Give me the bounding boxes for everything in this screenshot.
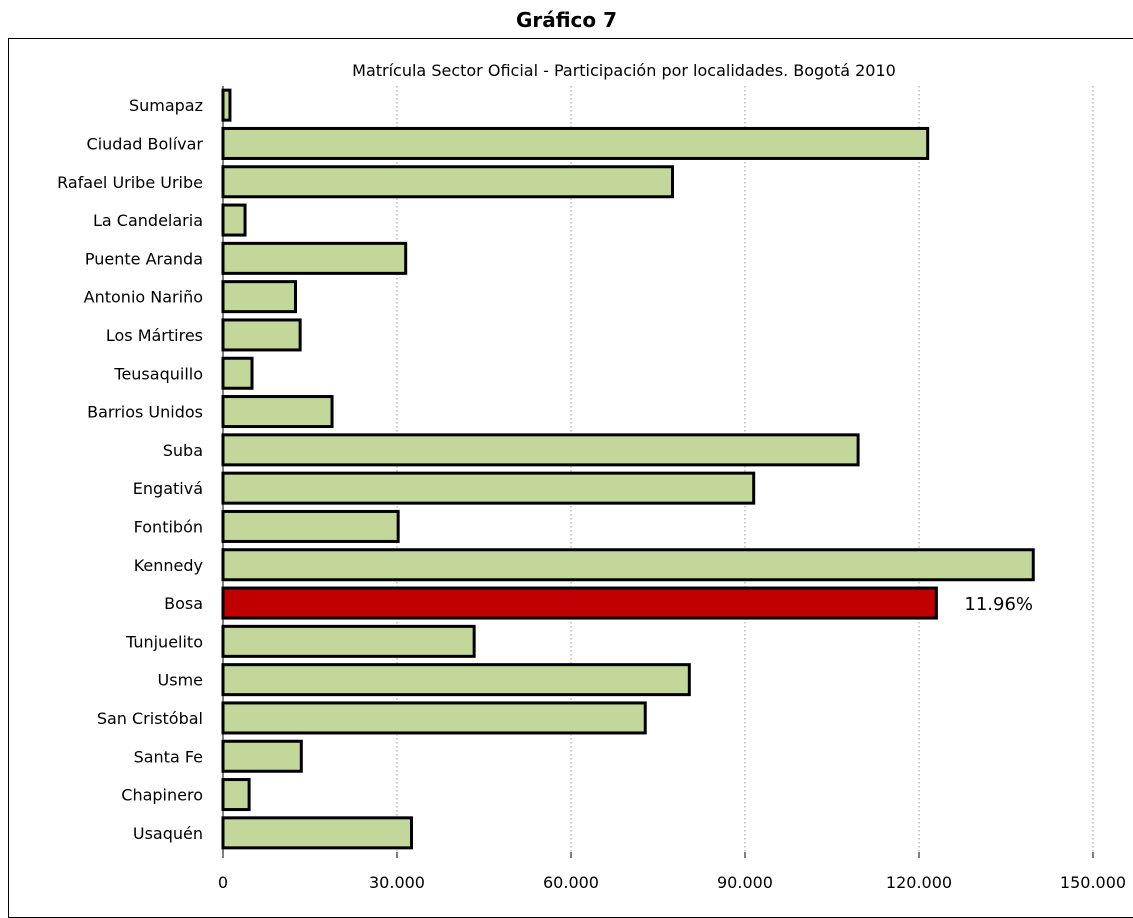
category-label: Teusaquillo [113, 364, 203, 383]
bars [221, 88, 1035, 850]
bar-engativá [221, 471, 756, 505]
category-label: Usaquén [133, 824, 203, 843]
data-label: 11.96% [964, 594, 1033, 615]
bar-ciudad-bolívar [221, 126, 930, 160]
category-label: Suba [163, 441, 203, 460]
category-labels: Sumapaz Ciudad Bolívar Rafael Uribe Uribe L… [57, 96, 203, 843]
bar-la-candelaria [221, 203, 247, 237]
bar-kennedy [221, 548, 1035, 582]
x-tick-label: 30.000 [369, 873, 425, 892]
category-label: Puente Aranda [85, 249, 203, 268]
chart-title: Matrícula Sector Oficial - Participación… [352, 61, 896, 80]
category-label: La Candelaria [93, 211, 203, 230]
x-tick-label: 90.000 [717, 873, 773, 892]
x-tick-label: 120.000 [886, 873, 952, 892]
bar-usaquén [221, 816, 413, 850]
bar-antonio-nariño [221, 280, 297, 314]
figure-label: Gráfico 7 [515, 8, 618, 32]
bar-san-cristóbal [221, 701, 647, 735]
bar-chapinero [221, 778, 251, 812]
category-label: Usme [158, 671, 203, 690]
category-label: Chapinero [121, 786, 203, 805]
bar-teusaquillo [221, 356, 254, 390]
category-label: Barrios Unidos [87, 403, 203, 422]
bar-sumapaz [221, 88, 232, 122]
category-label: Rafael Uribe Uribe [57, 173, 203, 192]
bar-bosa [221, 586, 938, 620]
category-label: Engativá [133, 479, 203, 498]
bar-puente-aranda [221, 241, 408, 275]
grid-lines [396, 86, 1094, 852]
category-label: Sumapaz [129, 96, 203, 115]
category-label: Santa Fe [134, 747, 203, 766]
category-label: San Cristóbal [97, 709, 203, 728]
category-label: Bosa [164, 594, 203, 613]
bar-tunjuelito [221, 624, 476, 658]
bar-rafael-uribe-uribe [221, 165, 674, 199]
x-tick-label: 60.000 [543, 873, 599, 892]
category-label: Tunjuelito [125, 632, 203, 651]
annotations: 11.96% [964, 594, 1033, 615]
category-label: Kennedy [134, 556, 203, 575]
category-label: Fontibón [134, 517, 203, 536]
category-label: Ciudad Bolívar [87, 134, 204, 153]
bar-fontibón [221, 509, 400, 543]
x-tick-label: 150.000 [1060, 873, 1126, 892]
bar-barrios-unidos [221, 395, 334, 429]
bar-santa-fe [221, 739, 303, 773]
bar-usme [221, 663, 691, 697]
x-tick-label: 0 [218, 873, 228, 892]
category-label: Los Mártires [106, 326, 203, 345]
x-axis-ticks: 0 30.000 60.000 90.000 120.000 150.000 [218, 852, 1126, 892]
bar-los-mártires [221, 318, 302, 352]
bar-suba [221, 433, 860, 467]
category-label: Antonio Nariño [84, 288, 203, 307]
